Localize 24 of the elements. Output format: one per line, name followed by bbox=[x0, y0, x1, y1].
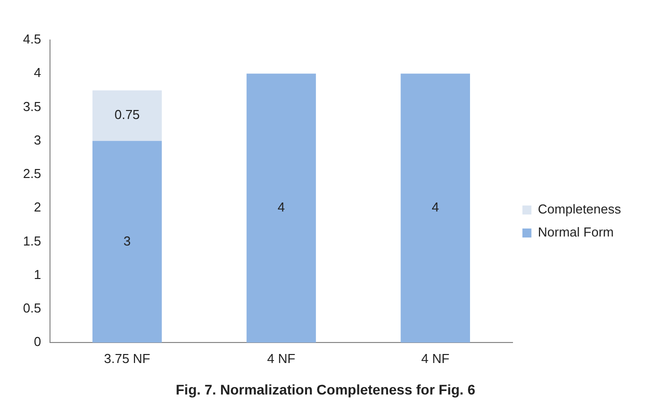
x-tick-label: 3.75 NF bbox=[104, 350, 150, 366]
y-tick-label: 2 bbox=[34, 200, 42, 215]
bar bbox=[400, 74, 470, 343]
bar bbox=[92, 140, 162, 343]
y-tick-label: 1.5 bbox=[22, 233, 42, 248]
legend-label: Normal Form bbox=[538, 224, 614, 240]
legend-label: Completeness bbox=[538, 202, 622, 217]
y-tick-label: 0 bbox=[34, 334, 42, 350]
y-tick-label: 4 bbox=[34, 65, 42, 80]
y-tick-label: 2.5 bbox=[22, 166, 42, 182]
y-tick-label: 1 bbox=[34, 266, 42, 282]
x-tick-label: 4 NF bbox=[267, 350, 296, 366]
x-tick-label: 4 NF bbox=[421, 350, 450, 366]
y-tick-label: 0.5 bbox=[22, 300, 42, 316]
y-tick-label: 3.5 bbox=[22, 98, 42, 114]
bar bbox=[246, 74, 316, 343]
y-tick-label: 3 bbox=[34, 132, 42, 148]
y-tick-label: 4.5 bbox=[22, 32, 42, 47]
text: Fig. 7. Normalization Completeness for Fig. 6 bbox=[176, 381, 476, 398]
data-label: 4 bbox=[432, 200, 439, 215]
data-label: 0.75 bbox=[114, 107, 140, 122]
data-label: 3 bbox=[124, 233, 131, 248]
data-label: 4 bbox=[278, 200, 285, 215]
bar bbox=[92, 90, 162, 141]
